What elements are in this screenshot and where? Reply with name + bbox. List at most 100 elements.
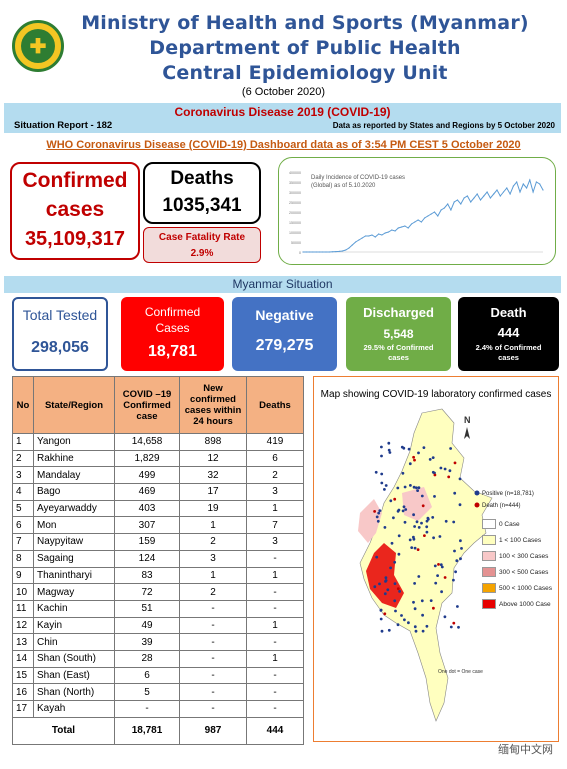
title-band: Coronavirus Disease 2019 (COVID-19) Situ… [4, 103, 561, 133]
map-case-dot [407, 447, 411, 451]
map-case-dot [379, 609, 383, 612]
chart-data-point [542, 189, 544, 191]
row-confirmed: 14,658 [114, 433, 180, 451]
map-case-dot [425, 525, 429, 529]
row-state: Mandalay [33, 466, 115, 485]
table-row: 10 Magway 72 2- [12, 583, 304, 601]
header-department: Department of Public Health [149, 37, 461, 59]
chart-data-point [519, 191, 521, 193]
map-case-dot [420, 599, 424, 603]
map-case-dot [412, 600, 415, 604]
row-state: Shan (South) [33, 649, 115, 668]
chart-data-point [332, 251, 334, 253]
death-label: Death [490, 305, 527, 320]
map-case-dot [416, 489, 419, 492]
row-state: Magway [33, 583, 115, 601]
map-case-dot [452, 621, 456, 625]
map-case-dot [393, 599, 397, 603]
negative-label: Negative [255, 307, 314, 323]
map-case-dot [401, 471, 405, 475]
chart-series-line [303, 178, 544, 253]
table-row: 4 Bago 469 17 3 [12, 483, 304, 501]
chart-data-point [351, 244, 353, 246]
map-case-dot [443, 467, 447, 471]
table-row: 16 Shan (North) 5- - [12, 683, 304, 701]
who-dashboard-line: WHO Coronavirus Disease (COVID-19) Dashb… [46, 139, 521, 151]
map-case-dot [387, 448, 391, 452]
map-case-dot [420, 494, 424, 498]
chart-data-point [516, 181, 518, 183]
row-new-cases: 2 [179, 533, 247, 551]
row-no: 16 [12, 683, 34, 701]
compass-icon [464, 427, 470, 439]
discharged-percent: 29.5% of Confirmed [363, 343, 434, 352]
map-case-dot [380, 454, 383, 458]
map-case-dot [375, 515, 379, 519]
total-tested-value: 298,056 [31, 339, 89, 356]
row-new-cases: 1 [179, 516, 247, 535]
map-case-dot [410, 546, 414, 549]
row-deaths: - [246, 666, 304, 685]
chart-data-point [384, 232, 386, 234]
legend-item: 100 < 300 Cases [482, 551, 548, 561]
map-case-dot [437, 563, 440, 566]
row-confirmed: 499 [114, 466, 180, 485]
map-case-dot [412, 513, 415, 517]
discharged-card: Discharged 5,548 29.5% of Confirmed case… [346, 297, 451, 371]
case-fatality-rate-box: Case Fatality Rate 2.9% [143, 227, 261, 263]
map-case-dot [415, 520, 419, 524]
row-new-cases: - [179, 633, 247, 651]
chart-data-point [358, 239, 360, 241]
row-deaths: 2 [246, 466, 304, 485]
row-no: 14 [12, 649, 34, 668]
global-confirmed-label-2: cases [45, 198, 105, 221]
row-state: Ayeyarwaddy [33, 499, 115, 518]
row-new-cases: - [179, 683, 247, 701]
chart-data-point [355, 241, 357, 243]
map-case-dot [380, 445, 383, 449]
row-deaths: 1 [246, 499, 304, 518]
table-row: 11 Kachin 51- - [12, 599, 304, 618]
row-deaths: - [246, 583, 304, 601]
table-row: 17 Kayah - - - [12, 700, 304, 718]
row-deaths: 6 [246, 449, 304, 468]
legend-swatch [482, 567, 496, 577]
chart-data-point [394, 230, 396, 232]
chart-data-point [348, 247, 350, 249]
map-case-dot [397, 552, 401, 556]
chart-data-point [473, 197, 475, 199]
chart-data-point [312, 251, 314, 253]
map-case-dot [386, 588, 390, 592]
global-deaths-box: Deaths 1035,341 [143, 162, 261, 224]
map-case-dot [425, 530, 429, 534]
map-case-dot [397, 508, 401, 512]
legend-label: 300 < 500 Cases [499, 568, 549, 576]
chart-data-point [424, 217, 426, 219]
map-case-dot [396, 623, 400, 627]
total-tested-label: Total Tested [22, 307, 98, 323]
chart-data-point [368, 235, 370, 237]
col-deaths: Deaths [246, 376, 304, 434]
chart-ytick-label: 350000 [289, 181, 301, 185]
confirmed-value: 18,781 [148, 343, 197, 360]
situation-report-number: Situation Report - 182 [14, 120, 113, 131]
legend-item: Above 1000 Case [482, 599, 551, 609]
row-state: Mon [33, 516, 115, 535]
map-case-dot [417, 575, 421, 578]
chart-data-point [529, 179, 531, 181]
map-case-dot [456, 605, 459, 608]
legend-label: 1 < 100 Cases [499, 536, 542, 544]
map-case-dot [439, 466, 443, 470]
map-case-dot [402, 446, 406, 450]
global-confirmed-value: 35,109,317 [24, 228, 126, 250]
row-deaths: 1 [246, 649, 304, 668]
row-new-cases: 2 [179, 583, 247, 601]
chart-data-point [397, 227, 399, 229]
col-state-region: State/Region [33, 376, 115, 434]
table-row: 13 Chin 39- - [12, 633, 304, 651]
chart-data-point [433, 211, 436, 213]
header-unit: Central Epidemiology Unit [162, 62, 448, 84]
row-state: Naypyitaw [33, 533, 115, 551]
map-case-dot [413, 458, 416, 462]
chart-data-point [309, 251, 311, 253]
